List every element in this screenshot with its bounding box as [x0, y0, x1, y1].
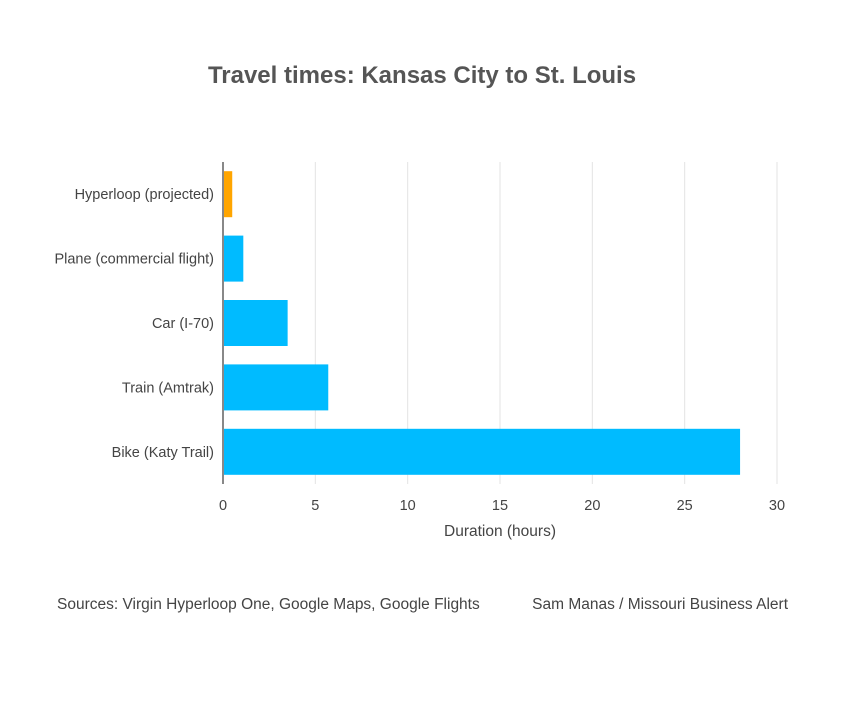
category-label: Plane (commercial flight): [54, 252, 214, 268]
credit-note: Sam Manas / Missouri Business Alert: [532, 596, 788, 613]
bars: [223, 171, 741, 475]
sources-note: Sources: Virgin Hyperloop One, Google Ma…: [57, 596, 480, 613]
bar-4: [223, 428, 741, 475]
bar-3: [223, 364, 329, 411]
labels: 0 5 10 15 20 25 30 Hyperloop (projected) Plane (…: [54, 187, 785, 540]
bar-0: [223, 171, 233, 218]
category-label: Train (Amtrak): [122, 380, 214, 396]
x-tick-label: 10: [400, 498, 416, 514]
bar-1: [223, 235, 244, 282]
x-tick-label: 25: [677, 498, 693, 514]
x-tick-label: 30: [769, 498, 785, 514]
x-axis-title: Duration (hours): [444, 523, 556, 540]
x-tick-label: 5: [311, 498, 319, 514]
x-tick-label: 20: [584, 498, 600, 514]
category-label: Car (I-70): [152, 316, 214, 332]
x-tick-label: 15: [492, 498, 508, 514]
chart-title: Travel times: Kansas City to St. Louis: [207, 62, 637, 89]
category-label: Bike (Katy Trail): [112, 445, 214, 461]
x-tick-label: 0: [219, 498, 227, 514]
gridlines: [314, 162, 778, 484]
category-label: Hyperloop (projected): [75, 187, 214, 203]
bar-2: [223, 300, 288, 346]
